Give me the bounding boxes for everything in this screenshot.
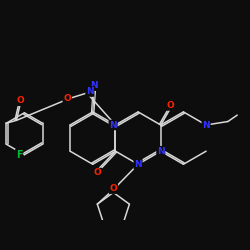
Text: N: N <box>134 160 142 169</box>
Text: O: O <box>166 101 174 110</box>
Text: O: O <box>94 168 102 177</box>
Text: N: N <box>109 120 117 130</box>
Text: O: O <box>110 184 117 193</box>
Text: O: O <box>17 96 24 105</box>
Text: O: O <box>63 94 71 103</box>
Text: N: N <box>86 87 94 96</box>
Text: N: N <box>202 120 210 130</box>
Text: N: N <box>90 81 98 90</box>
Text: N: N <box>157 147 164 156</box>
Text: F: F <box>16 150 22 160</box>
